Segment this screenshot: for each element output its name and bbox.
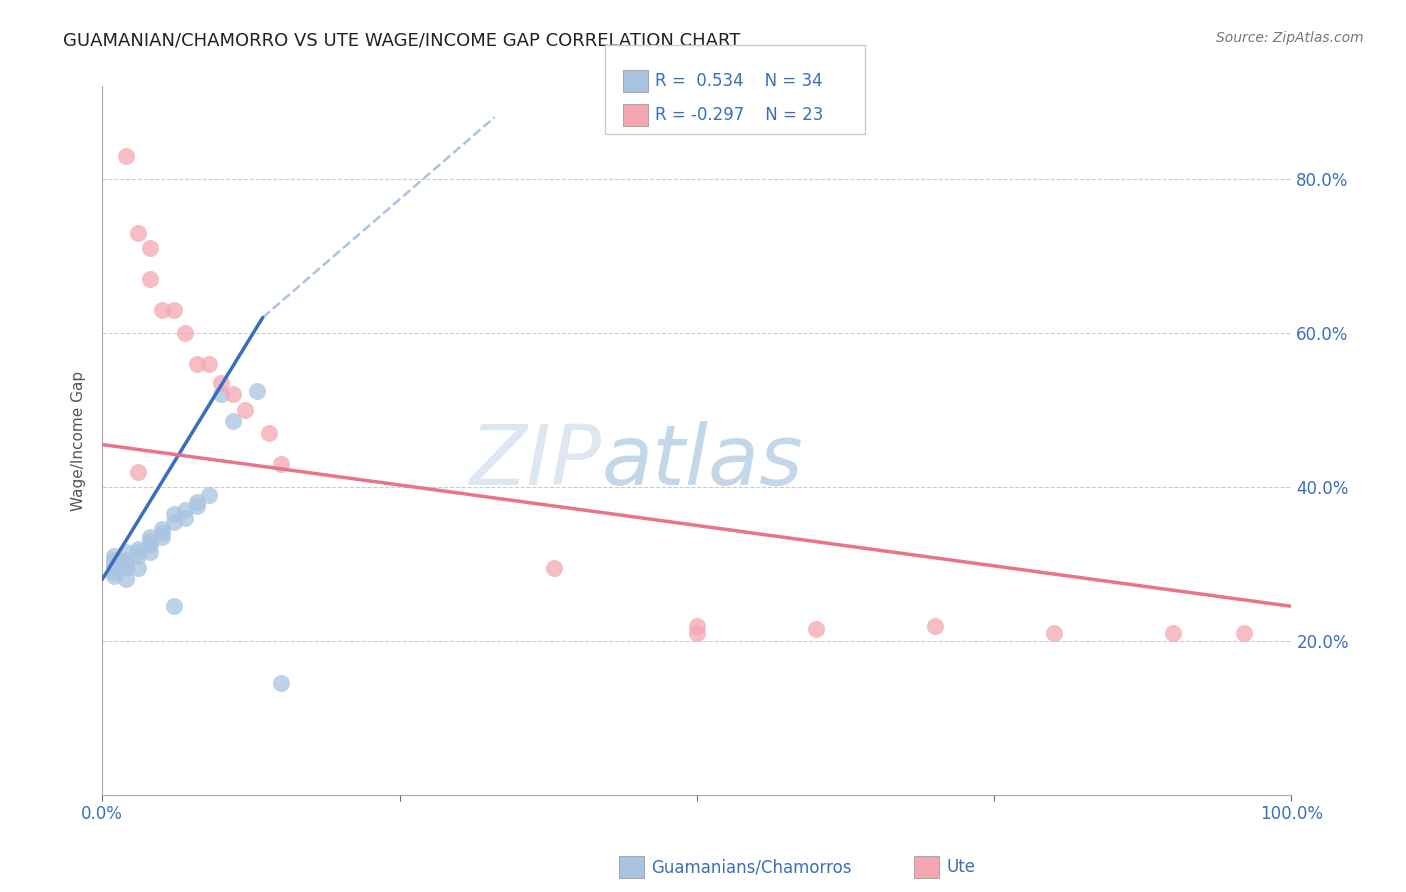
- Point: [139, 545, 162, 559]
- Point: [103, 557, 125, 571]
- Point: [209, 387, 232, 401]
- Point: [150, 302, 173, 317]
- Point: [186, 495, 208, 509]
- Point: [804, 623, 827, 637]
- Text: atlas: atlas: [602, 422, 803, 502]
- Point: [1233, 626, 1256, 640]
- Point: [686, 618, 709, 632]
- Y-axis label: Wage/Income Gap: Wage/Income Gap: [72, 371, 86, 511]
- Point: [139, 530, 162, 544]
- Point: [150, 526, 173, 541]
- Text: Ute: Ute: [946, 858, 976, 876]
- Point: [270, 676, 292, 690]
- Point: [686, 626, 709, 640]
- Point: [139, 241, 162, 255]
- Point: [186, 357, 208, 371]
- Point: [150, 530, 173, 544]
- Point: [162, 599, 184, 614]
- Point: [115, 553, 138, 567]
- Point: [127, 549, 149, 564]
- Point: [222, 414, 245, 428]
- Point: [198, 488, 221, 502]
- Point: [1161, 626, 1184, 640]
- Text: R = -0.297    N = 23: R = -0.297 N = 23: [655, 106, 824, 124]
- Point: [127, 545, 149, 559]
- Point: [174, 510, 197, 524]
- Point: [139, 538, 162, 552]
- Text: Guamanians/Chamorros: Guamanians/Chamorros: [651, 858, 852, 876]
- Text: ZIP: ZIP: [470, 422, 602, 502]
- Point: [162, 302, 184, 317]
- Point: [103, 561, 125, 575]
- Point: [127, 541, 149, 556]
- Point: [127, 561, 149, 575]
- Point: [127, 226, 149, 240]
- Text: Source: ZipAtlas.com: Source: ZipAtlas.com: [1216, 31, 1364, 45]
- Point: [115, 149, 138, 163]
- Text: R =  0.534    N = 34: R = 0.534 N = 34: [655, 72, 823, 90]
- Point: [270, 457, 292, 471]
- Point: [246, 384, 269, 398]
- Point: [115, 573, 138, 587]
- Point: [162, 507, 184, 521]
- Point: [115, 557, 138, 571]
- Point: [127, 465, 149, 479]
- Point: [222, 387, 245, 401]
- Point: [103, 568, 125, 582]
- Point: [115, 545, 138, 559]
- Point: [103, 553, 125, 567]
- Point: [139, 272, 162, 286]
- Point: [174, 503, 197, 517]
- Point: [257, 425, 280, 440]
- Point: [162, 515, 184, 529]
- Point: [174, 326, 197, 340]
- Point: [543, 561, 565, 575]
- Point: [115, 561, 138, 575]
- Point: [198, 357, 221, 371]
- Point: [103, 549, 125, 564]
- Point: [233, 403, 256, 417]
- Point: [1042, 626, 1064, 640]
- Point: [924, 618, 946, 632]
- Point: [139, 533, 162, 548]
- Point: [103, 565, 125, 579]
- Point: [150, 522, 173, 536]
- Point: [209, 376, 232, 390]
- Point: [186, 499, 208, 513]
- Text: GUAMANIAN/CHAMORRO VS UTE WAGE/INCOME GAP CORRELATION CHART: GUAMANIAN/CHAMORRO VS UTE WAGE/INCOME GA…: [63, 31, 741, 49]
